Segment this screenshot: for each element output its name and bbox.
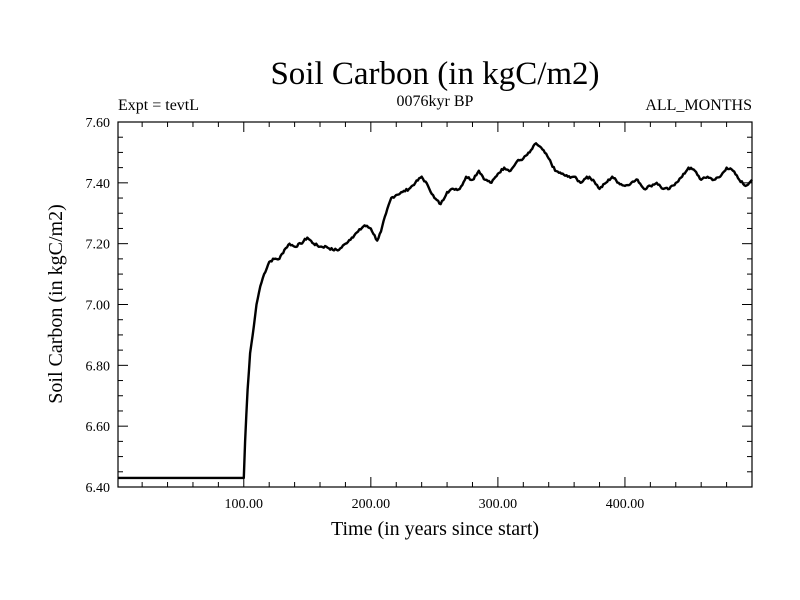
x-axis-label: Time (in years since start) <box>331 518 539 540</box>
y-tick-label: 6.80 <box>86 359 111 374</box>
plot-frame <box>117 121 753 488</box>
y-tick-label: 6.60 <box>86 420 111 435</box>
y-axis-label: Soil Carbon (in kgC/m2) <box>45 204 67 403</box>
period-label: 0076kyr BP <box>397 93 474 110</box>
y-tick-label: 7.20 <box>86 238 111 253</box>
soil-carbon-series-line <box>118 142 753 480</box>
x-tick-label: 400.00 <box>606 497 645 512</box>
y-tick-label: 7.00 <box>86 299 111 314</box>
x-tick-label: 300.00 <box>479 497 518 512</box>
y-axis: 6.40 6.60 6.80 7.00 7.20 7.40 7.60 <box>86 116 752 496</box>
y-tick-label: 6.40 <box>86 481 111 496</box>
chart-title: Soil Carbon (in kgC/m2) <box>270 56 599 92</box>
experiment-label: Expt = tevtL <box>118 97 199 114</box>
months-label: ALL_MONTHS <box>645 97 752 114</box>
x-tick-label: 100.00 <box>225 497 264 512</box>
y-tick-label: 7.60 <box>86 116 111 131</box>
x-tick-label: 200.00 <box>352 497 391 512</box>
y-tick-label: 7.40 <box>86 177 111 192</box>
x-axis: 100.00 200.00 300.00 400.00 <box>141 122 728 512</box>
